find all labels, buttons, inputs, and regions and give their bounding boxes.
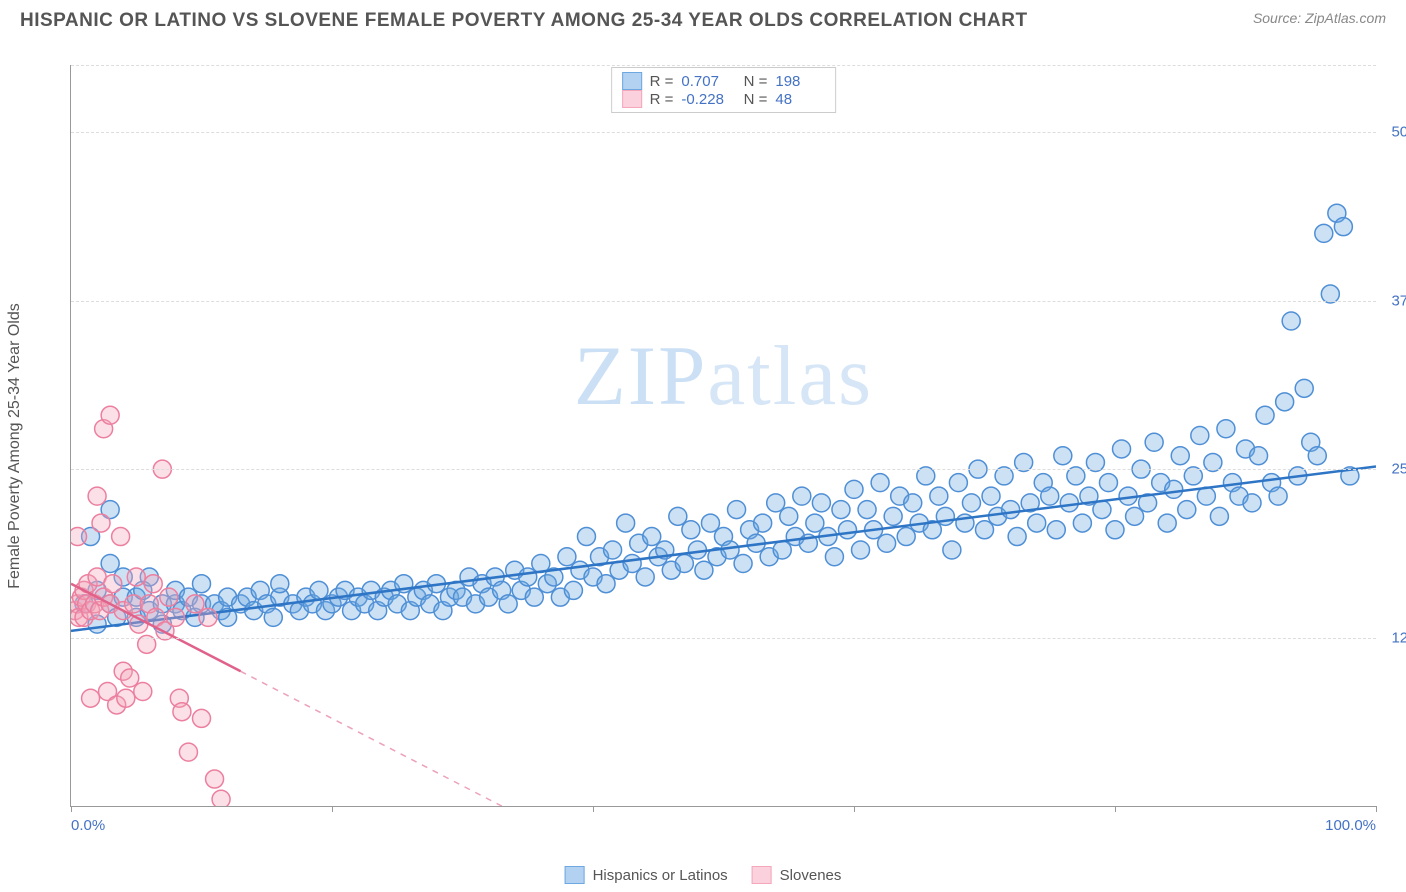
scatter-svg (71, 65, 1376, 806)
swatch-blue (565, 866, 585, 884)
legend-label: Slovenes (780, 867, 842, 884)
chart-source: Source: ZipAtlas.com (1253, 10, 1386, 26)
n-label: N = (739, 73, 767, 90)
x-tick-label: 0.0% (71, 817, 105, 834)
n-value-1: 198 (775, 73, 825, 90)
legend-stats: R = 0.707 N = 198 R = -0.228 N = 48 (611, 67, 837, 113)
r-label: R = (650, 73, 674, 90)
r-value-1: 0.707 (681, 73, 731, 90)
n-label: N = (739, 91, 767, 108)
legend-stats-row-1: R = 0.707 N = 198 (622, 72, 826, 90)
plot-area: ZIPatlas R = 0.707 N = 198 R = -0.228 N … (70, 65, 1376, 807)
r-value-2: -0.228 (681, 91, 731, 108)
y-tick-label: 25.0% (1391, 461, 1406, 478)
y-axis-label: Female Poverty Among 25-34 Year Olds (6, 303, 24, 589)
n-value-2: 48 (775, 91, 825, 108)
swatch-pink (752, 866, 772, 884)
r-label: R = (650, 91, 674, 108)
y-tick-label: 37.5% (1391, 292, 1406, 309)
swatch-blue (622, 72, 642, 90)
y-tick-label: 12.5% (1391, 629, 1406, 646)
legend-stats-row-2: R = -0.228 N = 48 (622, 90, 826, 108)
y-tick-label: 50.0% (1391, 124, 1406, 141)
legend-bottom: Hispanics or Latinos Slovenes (565, 866, 842, 884)
legend-item-hispanics: Hispanics or Latinos (565, 866, 728, 884)
chart-container: Female Poverty Among 25-34 Year Olds ZIP… (50, 50, 1386, 842)
legend-item-slovenes: Slovenes (752, 866, 842, 884)
chart-title: HISPANIC OR LATINO VS SLOVENE FEMALE POV… (20, 10, 1028, 32)
swatch-pink (622, 90, 642, 108)
legend-label: Hispanics or Latinos (593, 867, 728, 884)
x-tick-label: 100.0% (1325, 817, 1376, 834)
